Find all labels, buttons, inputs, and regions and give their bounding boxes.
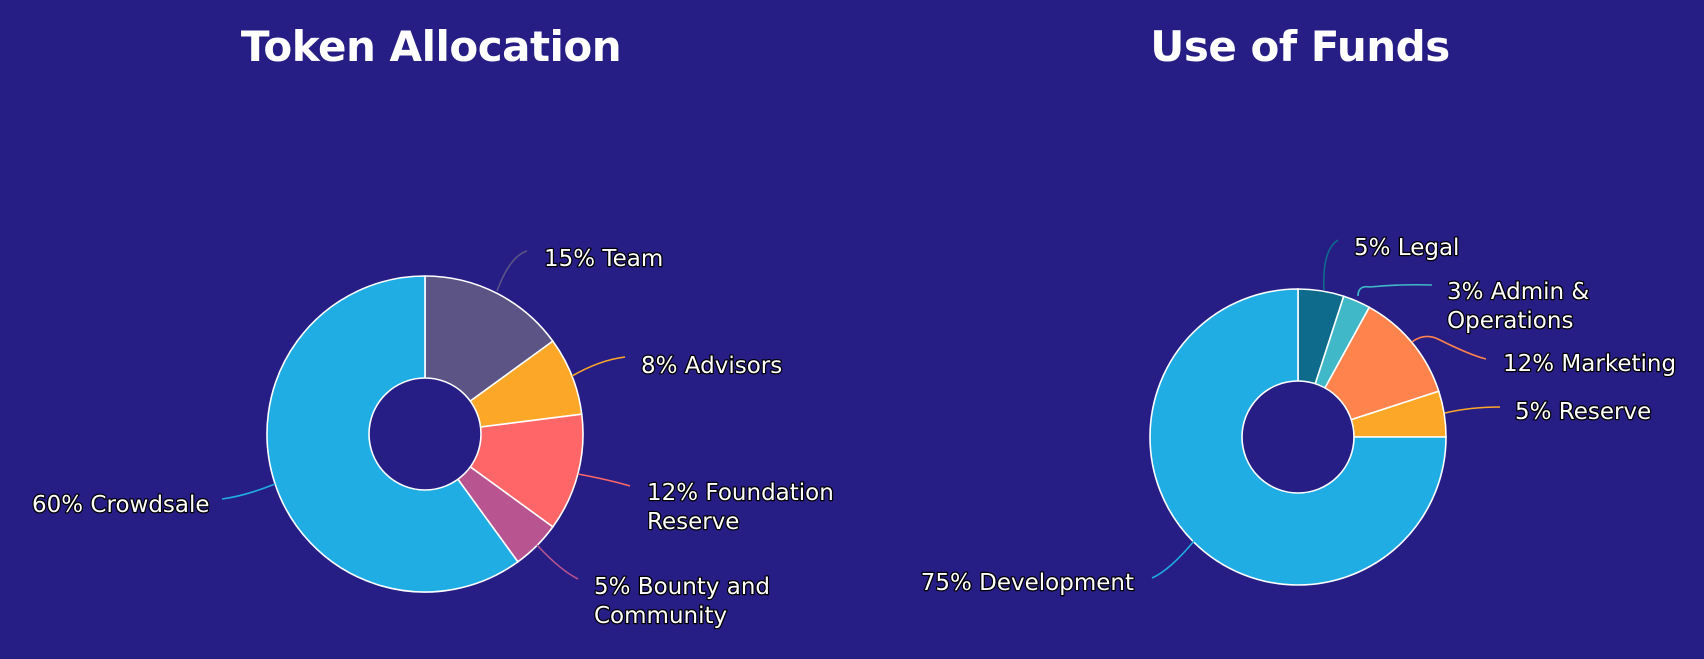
label-75-development: 75% Development bbox=[921, 570, 1134, 596]
label-5-reserve: 5% Reserve bbox=[1515, 399, 1651, 425]
donut-hole bbox=[1241, 380, 1355, 494]
connector-12-marketing bbox=[1411, 335, 1487, 360]
label-3-admin-operations: 3% Admin & Operations bbox=[1447, 279, 1589, 334]
label-8-advisors: 8% Advisors bbox=[641, 353, 782, 379]
connector-5-bounty-and-community bbox=[536, 544, 579, 580]
connector-75-development bbox=[1151, 540, 1195, 579]
donut-hole bbox=[368, 377, 482, 491]
label-5-bounty-and-community: 5% Bounty and Community bbox=[594, 574, 770, 629]
use-of-funds-title: Use of Funds bbox=[1150, 22, 1450, 71]
label-12-marketing: 12% Marketing bbox=[1503, 351, 1676, 377]
label-5-legal: 5% Legal bbox=[1354, 235, 1459, 261]
connector-60-crowdsale bbox=[221, 483, 276, 500]
connector-15-team bbox=[496, 250, 528, 292]
label-60-crowdsale: 60% Crowdsale bbox=[32, 492, 210, 518]
connector-12-foundation-reserve bbox=[577, 473, 631, 487]
label-15-team: 15% Team bbox=[544, 246, 663, 272]
token-allocation-donut: 15% Team 8% Advisors 12% Foundation Reserve… bbox=[31, 245, 835, 631]
connector-8-advisors bbox=[571, 356, 626, 377]
use-of-funds-donut: 5% Legal 3% Admin & Operations 12% Marketin… bbox=[919, 234, 1677, 598]
token-allocation-title: Token Allocation bbox=[240, 22, 622, 71]
label-12-foundation-reserve: 12% Foundation Reserve bbox=[647, 480, 834, 535]
connector-5-reserve bbox=[1444, 406, 1501, 414]
connector-5-legal bbox=[1322, 239, 1339, 291]
connector-3-admin-operations bbox=[1357, 283, 1433, 297]
